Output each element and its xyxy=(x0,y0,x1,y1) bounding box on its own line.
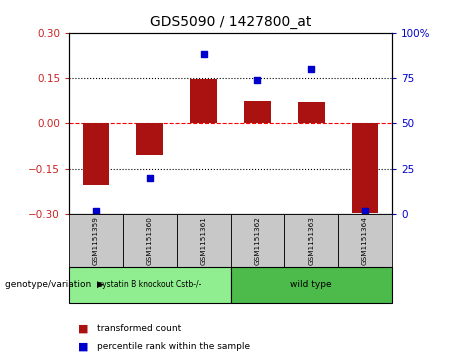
Text: transformed count: transformed count xyxy=(97,324,181,333)
Point xyxy=(307,66,315,72)
Text: ■: ■ xyxy=(78,323,89,334)
Text: GSM1151359: GSM1151359 xyxy=(93,216,99,265)
Text: GSM1151363: GSM1151363 xyxy=(308,216,314,265)
Text: ■: ■ xyxy=(78,342,89,352)
Text: percentile rank within the sample: percentile rank within the sample xyxy=(97,342,250,351)
Text: GSM1151361: GSM1151361 xyxy=(201,216,207,265)
Point xyxy=(200,52,207,57)
Bar xyxy=(244,101,271,123)
Point xyxy=(254,77,261,83)
Text: GSM1151364: GSM1151364 xyxy=(362,216,368,265)
Point xyxy=(92,208,100,213)
Text: cystatin B knockout Cstb-/-: cystatin B knockout Cstb-/- xyxy=(98,281,201,289)
Bar xyxy=(136,123,163,155)
Text: wild type: wild type xyxy=(290,281,332,289)
Bar xyxy=(298,102,325,123)
Title: GDS5090 / 1427800_at: GDS5090 / 1427800_at xyxy=(150,15,311,29)
Point xyxy=(361,208,369,213)
Point xyxy=(146,175,154,181)
Text: GSM1151360: GSM1151360 xyxy=(147,216,153,265)
Text: genotype/variation  ▶: genotype/variation ▶ xyxy=(5,281,103,289)
Bar xyxy=(351,123,378,213)
Text: GSM1151362: GSM1151362 xyxy=(254,216,260,265)
Bar xyxy=(83,123,109,185)
Bar xyxy=(190,79,217,123)
